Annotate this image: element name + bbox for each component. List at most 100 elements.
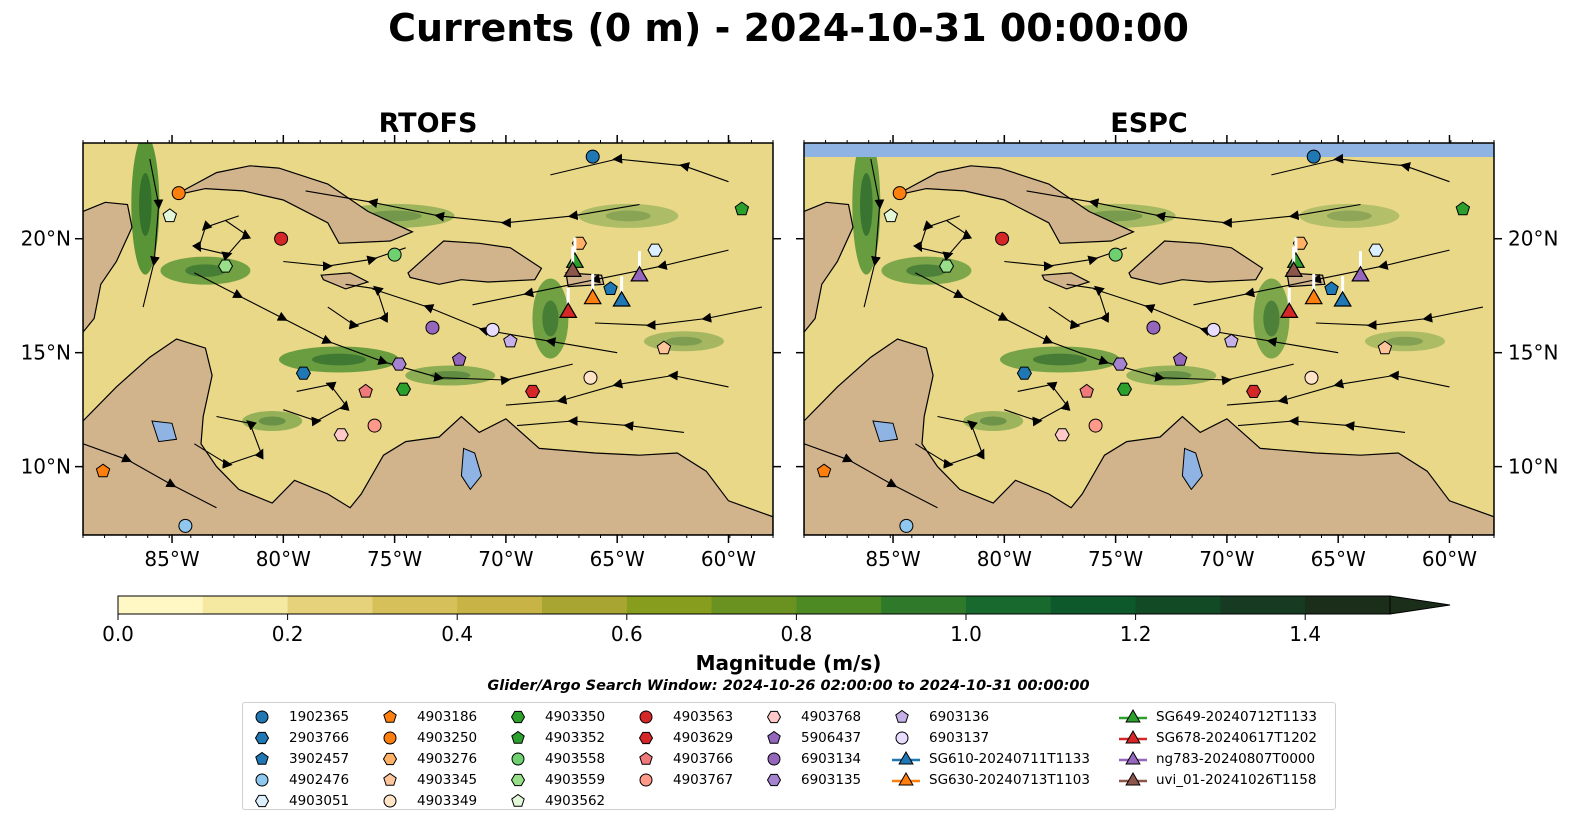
argo-float-4903767 bbox=[367, 418, 382, 433]
figure-canvas: 85°W 80°W 75°W 70°W 65°W 60°W 10°N 15°N 20°N 85°… bbox=[21, 135, 1558, 646]
argo-float-4903768 bbox=[1054, 428, 1070, 442]
argo-float-4903768 bbox=[333, 428, 349, 442]
argo-float-2903766 bbox=[295, 366, 311, 380]
streamline bbox=[327, 283, 389, 330]
legend-entry: 4903766 bbox=[635, 749, 733, 770]
legend-label: 4903766 bbox=[673, 750, 734, 767]
legend-label: 6903135 bbox=[801, 771, 862, 788]
glider-SG678-20240617T1202 bbox=[558, 302, 578, 318]
landmass bbox=[83, 338, 773, 535]
legend-label: SG630-20240713T1103 bbox=[929, 771, 1090, 788]
streamline bbox=[1226, 370, 1450, 406]
colorbar-bin bbox=[966, 596, 1052, 614]
legend-column: 1902365 2903766 3902457 4902476 4903051 bbox=[251, 707, 349, 811]
legend-entry: 4903767 bbox=[635, 769, 733, 790]
lake bbox=[151, 420, 178, 443]
y-tick-label: 10°N bbox=[1508, 455, 1558, 479]
streamline bbox=[516, 416, 685, 433]
legend-label: 4903767 bbox=[673, 771, 734, 788]
legend-marker-icon bbox=[383, 794, 397, 808]
legend-entry: 4902476 bbox=[251, 769, 349, 790]
legend-entry: 4903352 bbox=[507, 728, 605, 749]
colorbar-bin bbox=[881, 596, 967, 614]
argo-float-4903562 bbox=[162, 208, 178, 223]
legend-marker-icon bbox=[383, 710, 397, 724]
streamline bbox=[804, 443, 938, 509]
colorbar-bin bbox=[118, 596, 204, 614]
legend-label: 4903563 bbox=[673, 709, 734, 726]
argo-float-4903767 bbox=[1088, 418, 1103, 433]
legend-label: 6903137 bbox=[929, 730, 990, 747]
legend-entry: 4903250 bbox=[379, 728, 477, 749]
argo-float-4903186 bbox=[816, 463, 832, 478]
streamline bbox=[142, 158, 164, 308]
legend-entry: 6903136 bbox=[891, 707, 1090, 728]
streamline bbox=[1193, 249, 1450, 306]
legend-label: 2903766 bbox=[289, 730, 350, 747]
legend-entry: 4903558 bbox=[507, 749, 605, 770]
legend-label: 4903349 bbox=[417, 792, 478, 809]
streamline bbox=[594, 306, 763, 331]
argo-float-6903134 bbox=[1146, 320, 1161, 335]
legend-label: 3902457 bbox=[289, 750, 350, 767]
colorbar-tick-label: 0.4 bbox=[441, 622, 473, 646]
legend-entry: 1902365 bbox=[251, 707, 349, 728]
legend-glider-icon bbox=[1119, 730, 1147, 744]
argo-float-4903349 bbox=[1304, 370, 1319, 385]
legend-label: uvi_01-20241026T1158 bbox=[1156, 771, 1317, 788]
argo-float-4903558 bbox=[387, 247, 402, 262]
argo-float-6903137 bbox=[485, 322, 500, 337]
colorbar-bin bbox=[542, 596, 628, 614]
legend-label: SG678-20240617T1202 bbox=[1156, 730, 1317, 747]
streamline bbox=[1048, 283, 1110, 330]
legend-marker-icon bbox=[767, 752, 781, 766]
legend-label: 5906437 bbox=[801, 730, 862, 747]
argo-float-6903134 bbox=[425, 320, 440, 335]
colorbar-tick-label: 0.6 bbox=[611, 622, 643, 646]
argo-float-4903629 bbox=[525, 384, 541, 398]
legend-label: 4903051 bbox=[289, 792, 350, 809]
glider-SG630-20240713T1103 bbox=[583, 288, 602, 305]
colorbar-tick-label: 0.8 bbox=[780, 622, 812, 646]
colorbar-tick-label: 0.2 bbox=[272, 622, 304, 646]
colorbar-tick-label: 0.0 bbox=[102, 622, 134, 646]
legend-marker-icon bbox=[638, 732, 654, 745]
legend-marker-icon bbox=[255, 773, 269, 787]
x-tick-label: 65°W bbox=[1311, 547, 1366, 571]
streamline bbox=[1093, 288, 1339, 354]
legend-label: 4903345 bbox=[417, 771, 478, 788]
x-tick-label: 60°W bbox=[1422, 547, 1477, 571]
legend-entry: 4903051 bbox=[251, 790, 349, 811]
x-tick-label: 75°W bbox=[1088, 547, 1143, 571]
legend-label: 1902365 bbox=[289, 709, 350, 726]
colorbar-tick-label: 1.0 bbox=[950, 622, 982, 646]
argo-float-3902457 bbox=[1324, 281, 1339, 295]
figure-title: Currents (0 m) - 2024-10-31 00:00:00 bbox=[388, 6, 1189, 50]
legend-marker-icon bbox=[895, 731, 909, 745]
legend-glider-icon bbox=[892, 750, 920, 765]
colorbar-bin bbox=[202, 596, 289, 614]
colorbar-bin bbox=[1050, 596, 1137, 614]
colorbar-bin bbox=[626, 596, 713, 614]
legend-label: 4902476 bbox=[289, 771, 350, 788]
map-panel-espc: 85°W 80°W 75°W 70°W 65°W 60°W 10°N 15°N 20°N bbox=[796, 135, 1558, 571]
glider-ng783-20240807T0000 bbox=[1351, 265, 1370, 282]
legend-entry: SG610-20240711T1133 bbox=[891, 749, 1090, 770]
colorbar-extend-arrow bbox=[1389, 595, 1451, 615]
legend-entry: 4903768 bbox=[763, 707, 861, 728]
legend-marker-icon bbox=[383, 772, 397, 786]
legend-label: 4903559 bbox=[545, 771, 606, 788]
legend-entry: SG678-20240617T1202 bbox=[1118, 728, 1317, 749]
legend-label: 6903134 bbox=[801, 750, 862, 767]
streamline bbox=[912, 215, 973, 261]
colorbar: 0.0 0.2 0.4 0.6 0.8 1.0 1.2 1.4 bbox=[102, 595, 1451, 646]
legend-glider-icon bbox=[1119, 771, 1147, 786]
x-tick-label: 70°W bbox=[478, 547, 533, 571]
argo-float-4903563 bbox=[274, 231, 289, 246]
glider-uvi_01-20241026T1158 bbox=[563, 260, 582, 277]
legend-entry: 4903562 bbox=[507, 790, 605, 811]
streamline bbox=[372, 288, 618, 354]
argo-float-4903562 bbox=[883, 208, 899, 223]
argo-float-4903558 bbox=[1108, 247, 1123, 262]
legend-marker-icon bbox=[255, 710, 269, 724]
